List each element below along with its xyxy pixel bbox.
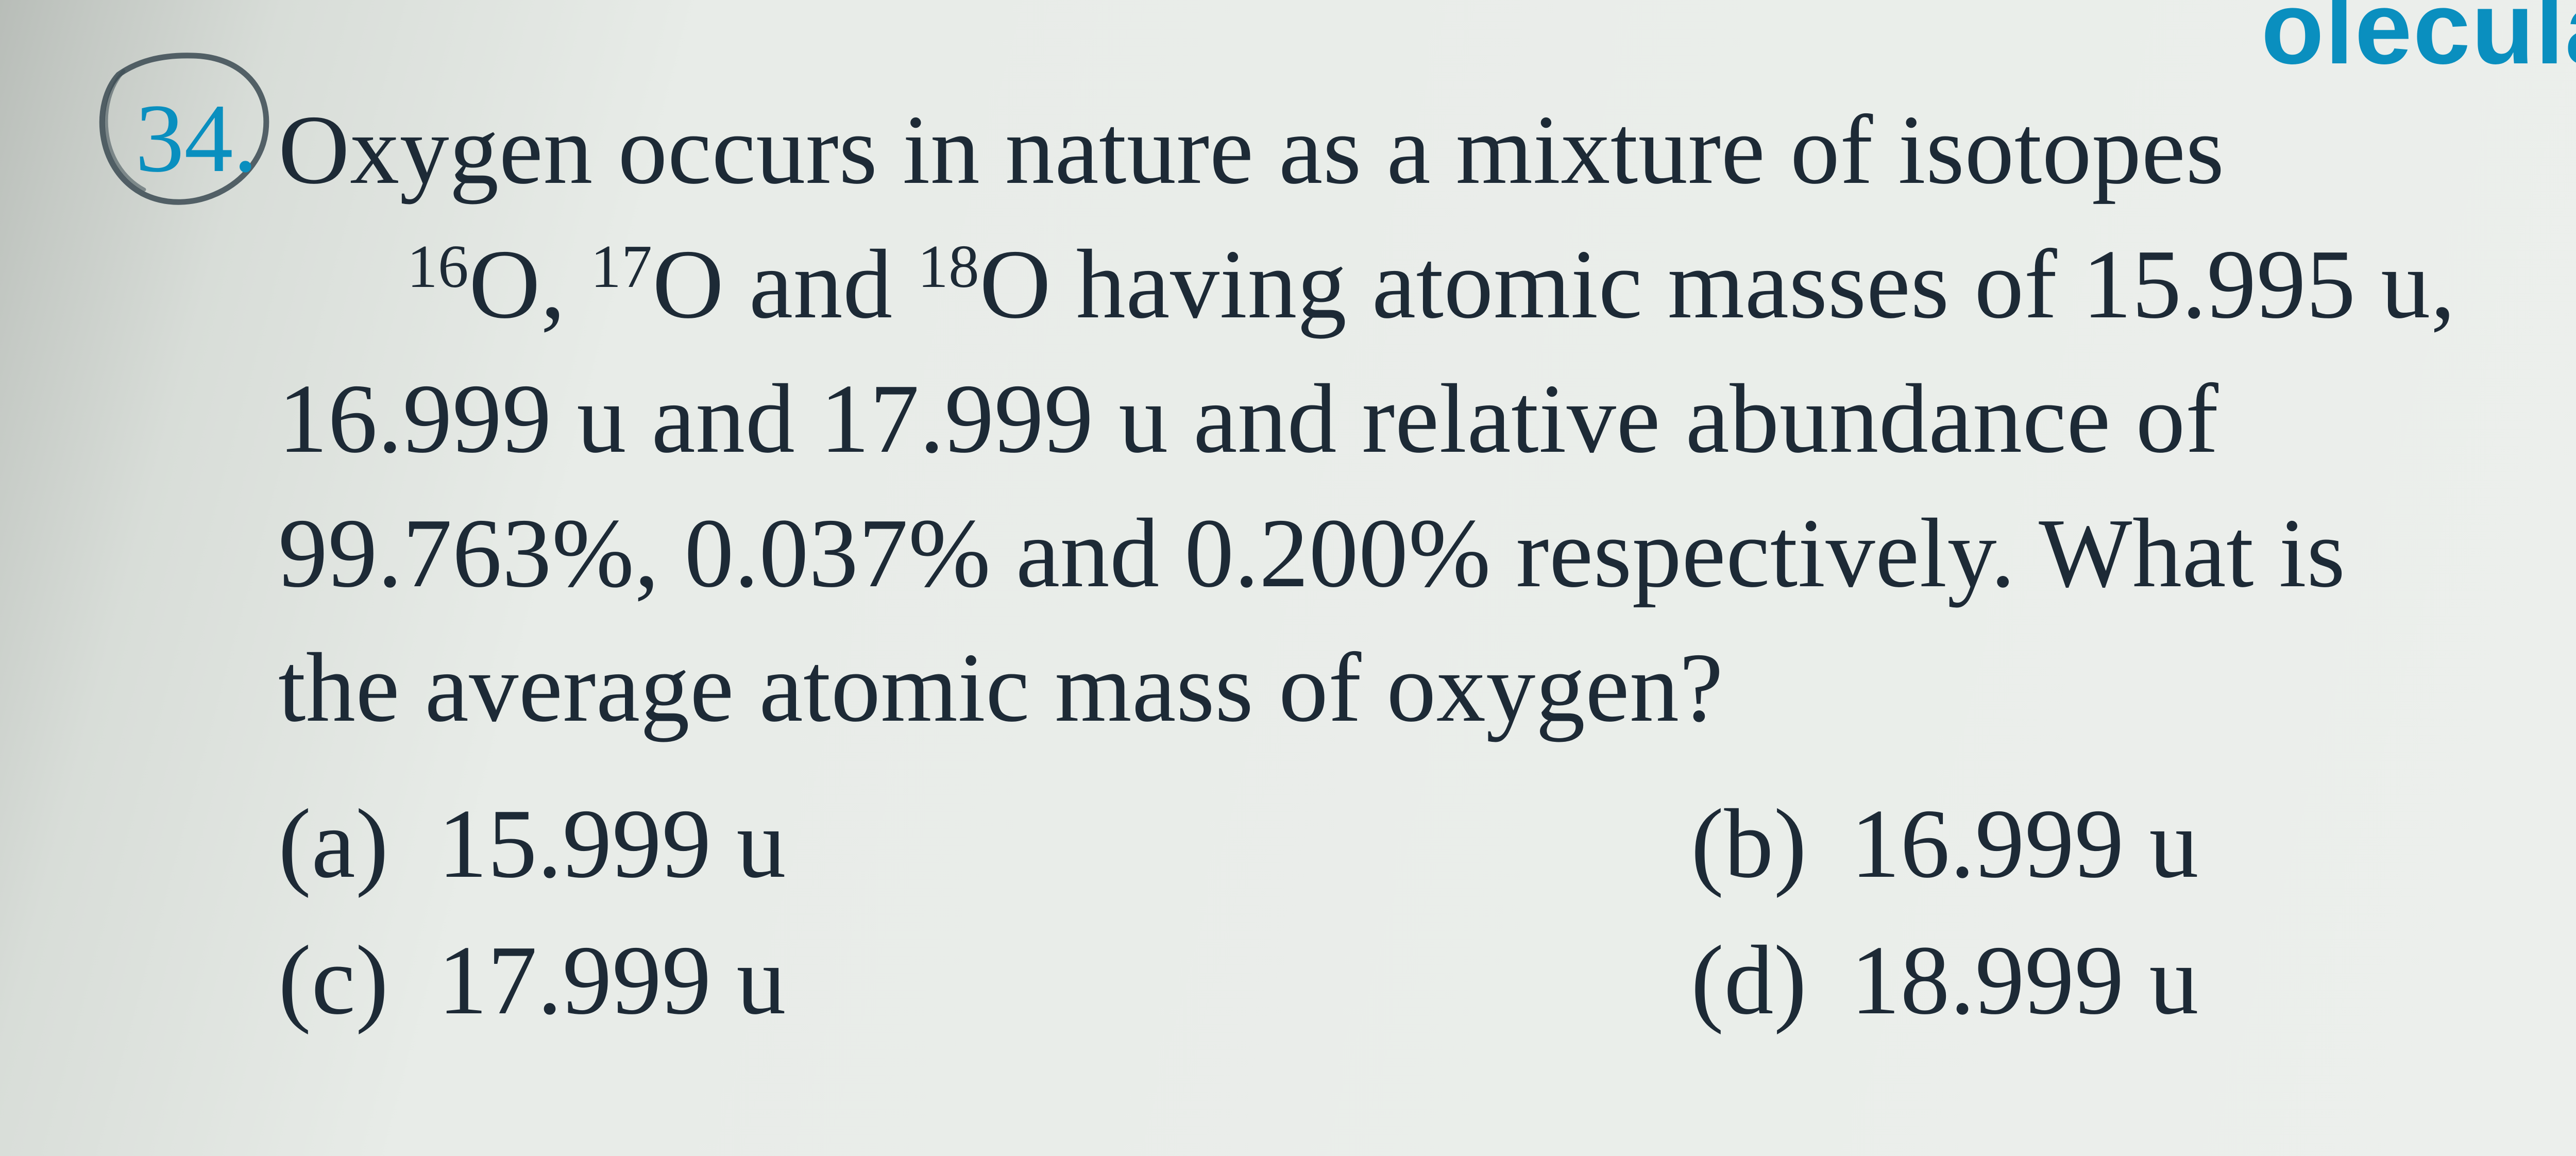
- text-line-3: 16.999 u and 17.999 u and relative abund…: [278, 364, 2218, 473]
- isotope-3-sup: 18: [918, 232, 979, 300]
- isotope-1-sym: O,: [469, 229, 566, 339]
- options-row-2: (c) 17.999 u (d) 18.999 u: [278, 912, 2576, 1049]
- indent-block: 16O, 17O and 18O having atomic masses of…: [278, 229, 2455, 339]
- text-line-5: the average atomic mass of oxygen?: [278, 633, 1723, 742]
- option-d: (d) 18.999 u: [1691, 912, 2576, 1049]
- isotope-2-sup: 17: [590, 232, 652, 300]
- question-number: 34.: [135, 84, 258, 193]
- isotope-1-sup: 16: [407, 232, 469, 300]
- page: olecular Masses 34. Oxygen occurs in nat…: [0, 0, 2576, 1156]
- isotope-2-sym: O and: [652, 229, 892, 339]
- text-line-1: Oxygen occurs in nature as a mixture of …: [278, 95, 2225, 205]
- options-block: (a) 15.999 u (b) 16.999 u (c) 17.999 u (…: [278, 776, 2576, 1049]
- option-a-label: (a): [278, 776, 412, 912]
- option-c-value: 17.999 u: [438, 912, 786, 1049]
- options-row-1: (a) 15.999 u (b) 16.999 u: [278, 776, 2576, 912]
- isotope-3-sym: O having atomic masses of 15.995 u,: [979, 229, 2455, 339]
- option-a-value: 15.999 u: [438, 776, 786, 912]
- option-b: (b) 16.999 u: [1691, 776, 2576, 912]
- question-body: Oxygen occurs in nature as a mixture of …: [278, 82, 2576, 1048]
- option-d-value: 18.999 u: [1851, 912, 2199, 1049]
- option-d-label: (d): [1691, 912, 1825, 1049]
- text-line-4: 99.763%, 0.037% and 0.200% respectively.…: [278, 498, 2346, 608]
- option-b-value: 16.999 u: [1851, 776, 2199, 912]
- question-number-wrap: 34.: [103, 82, 278, 195]
- section-header-fragment: olecular Masses: [2261, 0, 2576, 88]
- option-b-label: (b): [1691, 776, 1825, 912]
- question-text: Oxygen occurs in nature as a mixture of …: [278, 82, 2576, 755]
- option-a: (a) 15.999 u: [278, 776, 1691, 912]
- option-c: (c) 17.999 u: [278, 912, 1691, 1049]
- question-block: 34. Oxygen occurs in nature as a mixture…: [103, 82, 2576, 1048]
- option-c-label: (c): [278, 912, 412, 1049]
